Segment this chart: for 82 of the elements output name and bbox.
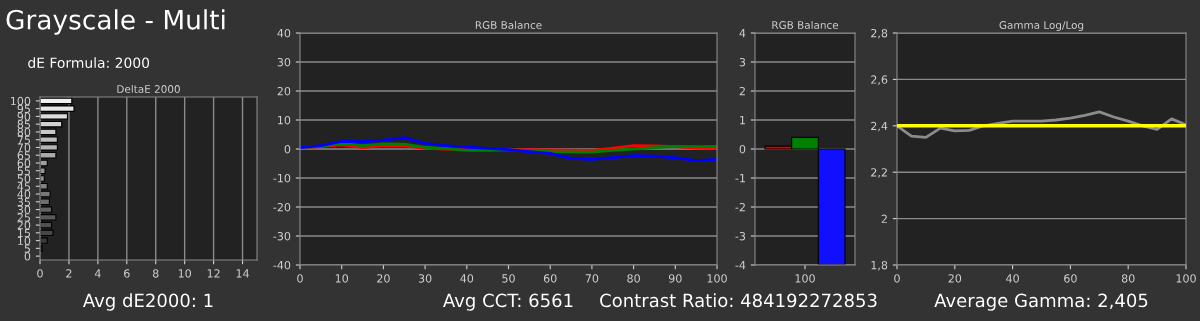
x-tick-label: 100 <box>1176 274 1196 283</box>
y-tick-label: 0 <box>284 144 291 154</box>
x-tick-label: 70 <box>585 274 599 283</box>
x-tick-label: 60 <box>543 274 557 283</box>
x-tick-label: 0 <box>894 274 900 283</box>
y-tick-label: 80 <box>17 127 31 137</box>
y-tick-label: 30 <box>17 205 31 214</box>
y-tick-label: 90 <box>17 112 31 121</box>
y-tick-label: 65 <box>17 151 30 160</box>
y-tick-label: 75 <box>17 135 30 145</box>
x-tick-label: 20 <box>948 274 962 283</box>
x-tick-label: 6 <box>124 269 130 278</box>
y-tick-label: -2 <box>735 202 745 212</box>
x-tick-label: 40 <box>460 274 474 283</box>
y-tick-label: 45 <box>17 182 30 191</box>
x-tick-label: 50 <box>502 274 515 283</box>
x-tick-label: 12 <box>207 269 220 278</box>
y-tick-label: -1 <box>735 174 745 183</box>
chart-title: Gamma Log/Log <box>999 21 1084 31</box>
y-tick-label: 25 <box>17 213 30 222</box>
y-tick-label: -10 <box>273 173 291 183</box>
y-tick-label: -20 <box>273 202 291 212</box>
y-tick-label: 4 <box>739 29 746 38</box>
y-tick-label: 70 <box>17 143 31 152</box>
y-tick-label: 50 <box>17 174 31 183</box>
x-tick-label: 10 <box>335 274 349 283</box>
text: Grayscale - Multi <box>6 9 225 35</box>
y-tick-label: 20 <box>277 86 291 96</box>
y-tick-label: 2 <box>881 214 887 223</box>
text: Avg CCT: 6561 <box>443 293 573 311</box>
x-tick-label: 40 <box>1006 274 1019 283</box>
y-tick-label: 0 <box>24 252 31 261</box>
y-tick-label: 10 <box>278 115 291 125</box>
x-tick-label: 30 <box>418 274 432 283</box>
y-tick-label: 100 <box>10 96 31 106</box>
y-tick-label: 2,2 <box>871 168 887 178</box>
line-series <box>300 136 717 162</box>
x-tick-label: 14 <box>236 269 249 278</box>
y-tick-label: 10 <box>18 236 31 245</box>
y-tick-label: 5 <box>24 244 30 253</box>
text: Avg dE2000: 1 <box>82 293 213 311</box>
y-tick-label: 0 <box>739 144 746 154</box>
y-tick-label: 2,8 <box>871 28 888 39</box>
y-tick-label: -40 <box>273 260 291 270</box>
y-tick-label: 2 <box>739 86 745 96</box>
chart-title: RGB Balance <box>772 20 839 29</box>
y-tick-label: 30 <box>277 57 291 67</box>
x-tick-label: 8 <box>152 269 159 278</box>
y-tick-label: 1,8 <box>871 260 888 271</box>
x-tick-label: 4 <box>94 269 101 278</box>
chart-title: DeltaE 2000 <box>117 84 180 93</box>
x-tick-label: 20 <box>377 274 390 283</box>
x-tick-label: 0 <box>297 274 303 283</box>
text: Contrast Ratio: 484192272853 <box>600 293 877 308</box>
x-tick-label: 10 <box>178 269 191 278</box>
y-tick-label: -4 <box>735 261 746 270</box>
x-tick-label: 90 <box>668 274 682 283</box>
x-tick-label: 2 <box>66 269 72 278</box>
y-tick-label: 1 <box>740 116 745 125</box>
y-tick-label: 3 <box>739 57 746 67</box>
x-tick-label: 60 <box>1064 274 1077 283</box>
y-tick-label: 2,6 <box>871 75 888 85</box>
y-tick-label: -30 <box>273 231 291 241</box>
y-tick-label: 2,4 <box>871 121 888 132</box>
text: dE Formula: 2000 <box>28 57 150 69</box>
y-tick-label: 20 <box>17 221 31 230</box>
x-tick-label: 80 <box>1121 274 1135 283</box>
y-tick-label: 40 <box>277 28 291 38</box>
chart-title: RGB Balance <box>475 20 542 29</box>
y-tick-label: 95 <box>17 104 30 114</box>
y-tick-label: 15 <box>18 228 30 238</box>
y-tick-label: 55 <box>17 166 30 176</box>
x-tick-label: 0 <box>37 269 43 278</box>
y-tick-label: 60 <box>17 158 31 168</box>
x-tick-label: 100 <box>795 274 815 283</box>
text: Average Gamma: 2,405 <box>934 293 1148 311</box>
x-tick-label: 80 <box>627 274 640 283</box>
y-tick-label: -3 <box>735 231 746 241</box>
y-tick-label: 35 <box>17 197 30 207</box>
y-tick-label: 85 <box>17 120 30 129</box>
x-tick-label: 100 <box>707 274 727 283</box>
y-tick-label: 40 <box>17 190 31 199</box>
